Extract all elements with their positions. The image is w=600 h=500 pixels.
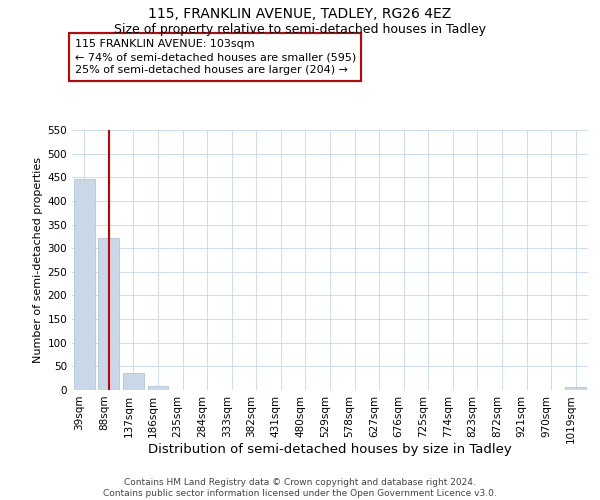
- Bar: [98, 238, 119, 390]
- Text: Size of property relative to semi-detached houses in Tadley: Size of property relative to semi-detach…: [114, 22, 486, 36]
- Text: 115, FRANKLIN AVENUE, TADLEY, RG26 4EZ: 115, FRANKLIN AVENUE, TADLEY, RG26 4EZ: [148, 8, 452, 22]
- Text: 115 FRANKLIN AVENUE: 103sqm
← 74% of semi-detached houses are smaller (595)
25% : 115 FRANKLIN AVENUE: 103sqm ← 74% of sem…: [74, 39, 356, 76]
- Text: Contains HM Land Registry data © Crown copyright and database right 2024.
Contai: Contains HM Land Registry data © Crown c…: [103, 478, 497, 498]
- Text: Distribution of semi-detached houses by size in Tadley: Distribution of semi-detached houses by …: [148, 442, 512, 456]
- Bar: [74, 178, 95, 390]
- Bar: [148, 386, 169, 390]
- Bar: [123, 373, 144, 390]
- Bar: [565, 387, 586, 390]
- Y-axis label: Number of semi-detached properties: Number of semi-detached properties: [33, 157, 43, 363]
